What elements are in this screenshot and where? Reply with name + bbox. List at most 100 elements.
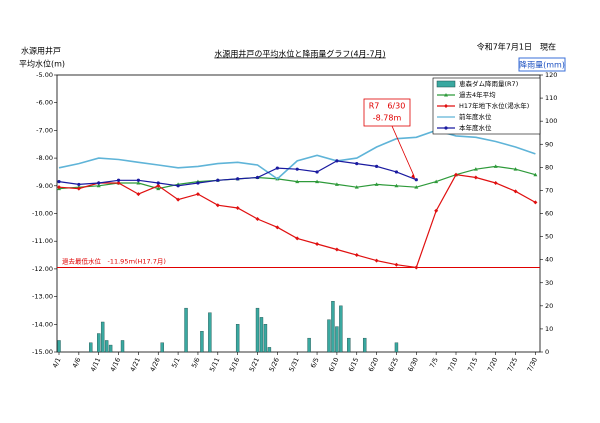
rain-bar <box>89 342 93 353</box>
point <box>354 253 359 258</box>
point <box>255 175 260 180</box>
point <box>57 185 61 190</box>
point <box>414 265 419 270</box>
x-tick-label: 5/1 <box>170 356 182 369</box>
point <box>513 189 518 194</box>
point <box>493 181 498 186</box>
y-tick-label: -9.00 <box>36 182 53 190</box>
legend-label: H17年地下水位(渇水年) <box>459 101 529 110</box>
point <box>255 217 260 222</box>
point <box>295 236 300 241</box>
y-label: 平均水位(m) <box>19 59 65 69</box>
point <box>176 184 180 188</box>
point <box>275 166 279 170</box>
y-tick-label: -8.00 <box>36 154 53 162</box>
y-tick-label: -10.00 <box>32 210 53 218</box>
y2-label-box <box>518 57 566 72</box>
y2-tick-label: 0 <box>545 348 549 356</box>
point <box>116 178 121 182</box>
point <box>355 162 359 166</box>
point <box>196 181 200 185</box>
legend-label: 本年度水位 <box>459 123 492 132</box>
y2-tick-label: 90 <box>545 140 553 148</box>
point <box>236 177 240 181</box>
point <box>374 182 379 186</box>
point <box>136 181 141 185</box>
rain-bar <box>235 324 240 353</box>
point <box>235 205 240 210</box>
point <box>444 93 448 97</box>
y-tick-label: -6.00 <box>36 99 53 107</box>
rain-bar <box>96 333 101 353</box>
point <box>77 182 81 187</box>
y2-tick-label: 50 <box>545 233 553 241</box>
x-tick-label: 4/6 <box>71 356 83 369</box>
point <box>335 159 339 163</box>
point <box>473 175 478 180</box>
point <box>493 164 498 168</box>
y-tick-label: -15.00 <box>32 348 53 356</box>
rain-bar <box>394 342 399 353</box>
y-tick-label: -14.00 <box>32 320 53 328</box>
point <box>295 167 299 171</box>
rain-bar <box>255 307 260 353</box>
y2-tick-label: 20 <box>545 302 553 310</box>
point <box>275 225 280 230</box>
rain-bar <box>208 312 212 353</box>
y2-tick-label: 120 <box>545 71 557 79</box>
point <box>434 208 439 213</box>
rain-bar <box>100 321 105 353</box>
point <box>444 104 448 108</box>
point <box>315 179 320 184</box>
point <box>533 200 538 205</box>
point <box>156 186 161 191</box>
x-tick-label: 7/5 <box>428 356 440 369</box>
y2-tick-label: 80 <box>545 163 553 171</box>
y2-tick-label: 110 <box>545 94 557 102</box>
rain-bar <box>184 307 188 353</box>
point <box>375 164 379 169</box>
y2-tick-label: 60 <box>545 210 553 218</box>
rain-bar <box>200 331 204 353</box>
y-tick-label: -13.00 <box>32 293 53 301</box>
rain-bar <box>331 301 335 353</box>
rain-bar <box>267 347 272 353</box>
y2-tick-label: 70 <box>545 186 553 194</box>
point <box>97 181 101 185</box>
point <box>334 182 339 186</box>
y-tick-label: -5.00 <box>36 71 53 79</box>
rain-bar <box>120 340 125 353</box>
rain-bar <box>339 305 343 353</box>
point <box>444 126 448 130</box>
rain-bar <box>108 344 113 353</box>
reference-label: 過去最低水位 -11.95ｍ(H17.7月) <box>62 257 166 266</box>
y2-tick-label: 40 <box>545 256 553 264</box>
point <box>414 185 419 189</box>
point <box>215 203 220 208</box>
rain-bar <box>104 340 109 353</box>
rain-bar <box>327 319 331 353</box>
x-tick-label: 6/5 <box>309 356 321 369</box>
date-text: 令和7年7月1日 現在 <box>477 42 556 52</box>
callout-box <box>363 98 411 127</box>
point <box>216 178 220 182</box>
x-tick-label: 5/6 <box>190 356 202 369</box>
y-tick-label: -12.00 <box>32 265 53 273</box>
callout-arrow <box>391 125 415 177</box>
point <box>295 179 300 184</box>
rain-bar <box>307 337 311 353</box>
y-tick-label: -7.00 <box>36 126 53 134</box>
point <box>354 185 359 189</box>
point <box>374 258 379 263</box>
point <box>394 262 399 267</box>
point <box>394 170 399 174</box>
point <box>394 183 399 188</box>
y-tick-label: -11.00 <box>32 237 53 245</box>
point <box>76 186 81 191</box>
y2-label: 降雨量(mm) <box>519 60 565 70</box>
y2-tick-label: 30 <box>545 279 553 287</box>
legend-label: 恵森ダム降雨量(R7) <box>459 79 518 88</box>
point <box>136 178 140 182</box>
x-tick-label: 4/1 <box>51 356 63 369</box>
